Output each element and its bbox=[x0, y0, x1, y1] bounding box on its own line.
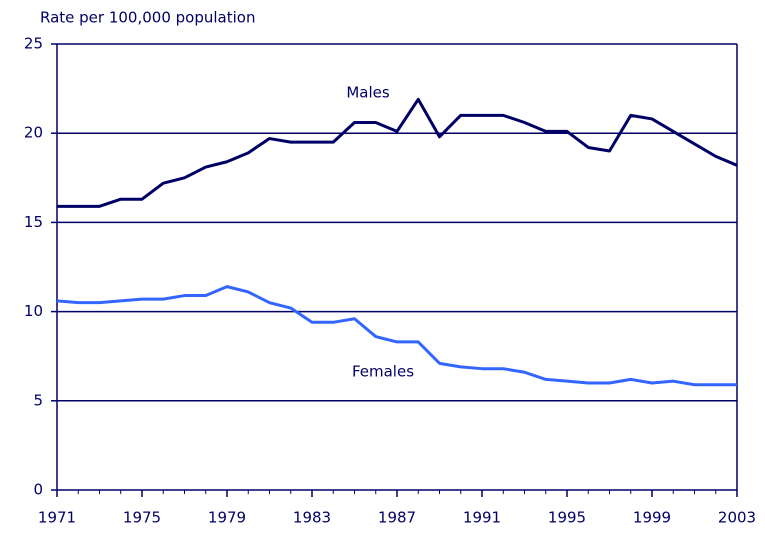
y-tick-label: 10 bbox=[24, 302, 43, 320]
y-tick-label: 5 bbox=[33, 391, 43, 409]
series-label: Females bbox=[352, 363, 414, 381]
x-tick-label: 1991 bbox=[463, 509, 501, 527]
line-series bbox=[56, 285, 737, 387]
line-series bbox=[57, 97, 738, 208]
x-tick-label: 1971 bbox=[38, 509, 76, 527]
y-tick-label: 25 bbox=[24, 35, 43, 53]
series-label: Males bbox=[346, 84, 390, 102]
y-axis-label: Rate per 100,000 population bbox=[40, 9, 255, 27]
y-tick-label: 20 bbox=[24, 124, 43, 142]
x-tick-label: 1987 bbox=[378, 509, 416, 527]
y-tick-label: 15 bbox=[24, 213, 43, 231]
x-tick-label: 1995 bbox=[548, 509, 586, 527]
y-tick-label: 0 bbox=[33, 481, 43, 499]
x-tick-label: 2003 bbox=[718, 509, 756, 527]
x-tick-label: 1983 bbox=[293, 509, 331, 527]
x-tick-label: 1975 bbox=[123, 509, 161, 527]
x-tick-label: 1999 bbox=[633, 509, 671, 527]
x-tick-label: 1979 bbox=[208, 509, 246, 527]
